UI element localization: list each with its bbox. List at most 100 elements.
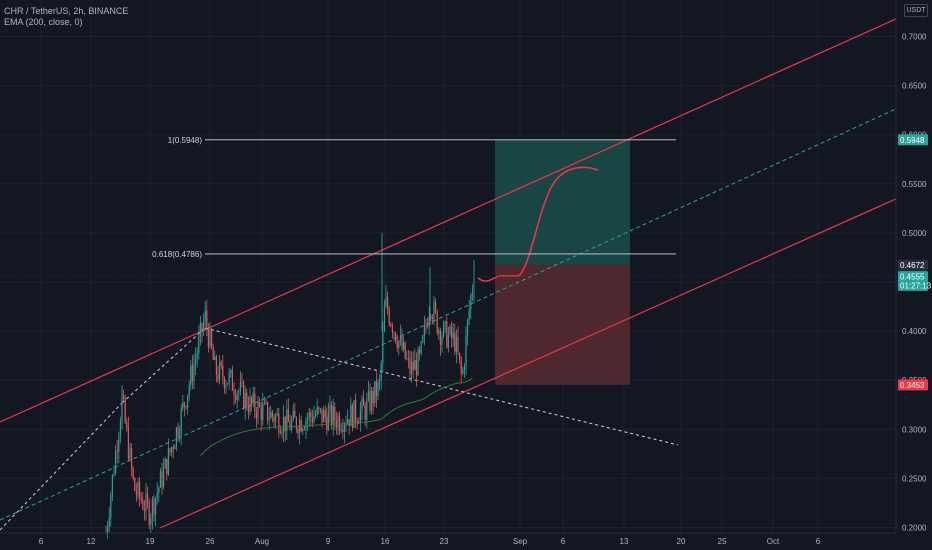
candles — [105, 232, 475, 539]
candle-body — [311, 417, 313, 423]
candle-body — [169, 448, 171, 453]
candle-body — [247, 406, 249, 413]
candle-body — [209, 329, 211, 348]
candle-body — [459, 352, 461, 360]
candle-body — [175, 427, 177, 447]
candle-body — [220, 362, 222, 366]
profit-zone — [495, 139, 630, 266]
currency-badge[interactable]: USDT — [904, 4, 928, 17]
candle-body — [265, 401, 267, 403]
candle-body — [431, 317, 433, 320]
candle-body — [246, 392, 248, 407]
symbol-title[interactable]: CHR / TetherUS, 2h, BINANCE — [4, 6, 129, 16]
candle-body — [191, 365, 193, 382]
candle-body — [211, 329, 213, 348]
candle-body — [380, 363, 382, 381]
candle-body — [305, 420, 307, 430]
candle-body — [167, 448, 169, 475]
candle-body — [251, 396, 253, 404]
candle-body — [292, 410, 294, 421]
candle-body — [156, 492, 158, 498]
fib-anchor-line — [121, 327, 206, 404]
candle-body — [111, 475, 113, 496]
ema-200-line — [200, 377, 473, 456]
candle-body — [422, 335, 424, 342]
candle-body — [303, 429, 305, 430]
candle-body — [438, 330, 440, 334]
candle-body — [345, 424, 347, 426]
candle-body — [259, 401, 261, 407]
candle-body — [249, 396, 251, 413]
candle-body — [115, 451, 117, 474]
candle-body — [278, 413, 280, 433]
time-axis[interactable]: 6 12 19 26 Aug 9 16 23 Sep 6 13 20 25 Oct 6 — [0, 532, 896, 546]
candle-body — [190, 365, 192, 386]
loss-zone — [495, 265, 630, 385]
fib-levels: 1.618(0.7827)1(0.5948)0.618(0.4786) — [152, 136, 676, 259]
price-label-bg — [898, 134, 928, 146]
candle-body — [257, 401, 259, 419]
candle-body — [255, 411, 257, 419]
candle-body — [132, 467, 134, 479]
candle-body — [313, 416, 315, 423]
candle-body — [179, 434, 181, 437]
candle-body — [430, 316, 432, 318]
candle-body — [444, 321, 446, 324]
candle-body — [113, 473, 115, 476]
candle-body — [135, 490, 137, 495]
candle-body — [150, 518, 152, 525]
candle-body — [455, 336, 457, 352]
candle-body — [353, 400, 355, 428]
candle-body — [177, 427, 179, 437]
candle-body — [185, 406, 187, 408]
candle-body — [324, 410, 326, 417]
candle-body — [166, 458, 168, 475]
candle-body — [404, 342, 406, 359]
candle-body — [139, 481, 141, 497]
time-tick-label: Aug — [255, 537, 269, 546]
channel-lower-line — [159, 197, 899, 529]
channel-upper-line — [0, 17, 899, 423]
candle-body — [219, 362, 221, 380]
candle-body — [428, 316, 430, 327]
candle-body — [142, 500, 144, 509]
candle-body — [148, 502, 150, 525]
candle-body — [361, 398, 363, 410]
ema-line — [200, 377, 473, 456]
candle-body — [468, 309, 470, 320]
candle-body — [196, 353, 198, 360]
fib-anchor-line — [0, 402, 123, 531]
candle-body — [364, 405, 366, 420]
candle-body — [193, 364, 195, 382]
candle-body — [119, 421, 121, 437]
indicator-label[interactable]: EMA (200, close, 0) — [4, 17, 83, 27]
candle-body — [126, 422, 128, 428]
candle-body — [110, 495, 112, 518]
candle-body — [284, 416, 286, 432]
fib-level-label: 1(0.5948) — [168, 136, 203, 145]
candle-body — [127, 427, 129, 459]
candle-body — [441, 336, 443, 346]
candle-body — [399, 335, 401, 341]
candle-body — [131, 448, 133, 468]
candle-body — [195, 359, 197, 365]
candle-body — [233, 390, 235, 396]
candle-body — [275, 415, 277, 422]
price-tick-label: 0.4000 — [902, 327, 927, 336]
time-tick-label: Oct — [767, 537, 780, 546]
candle-body — [183, 402, 185, 407]
candle-body — [270, 411, 272, 419]
price-label-bg — [898, 259, 928, 271]
candle-body — [263, 401, 265, 405]
time-tick-label: 23 — [440, 537, 449, 546]
candle-body — [417, 349, 419, 376]
candle-body — [262, 404, 264, 421]
candle-body — [454, 332, 456, 352]
candle-body — [163, 468, 165, 487]
candle-body — [204, 310, 206, 322]
candle-body — [451, 326, 453, 339]
candle-body — [123, 395, 125, 399]
candle-body — [291, 420, 293, 430]
